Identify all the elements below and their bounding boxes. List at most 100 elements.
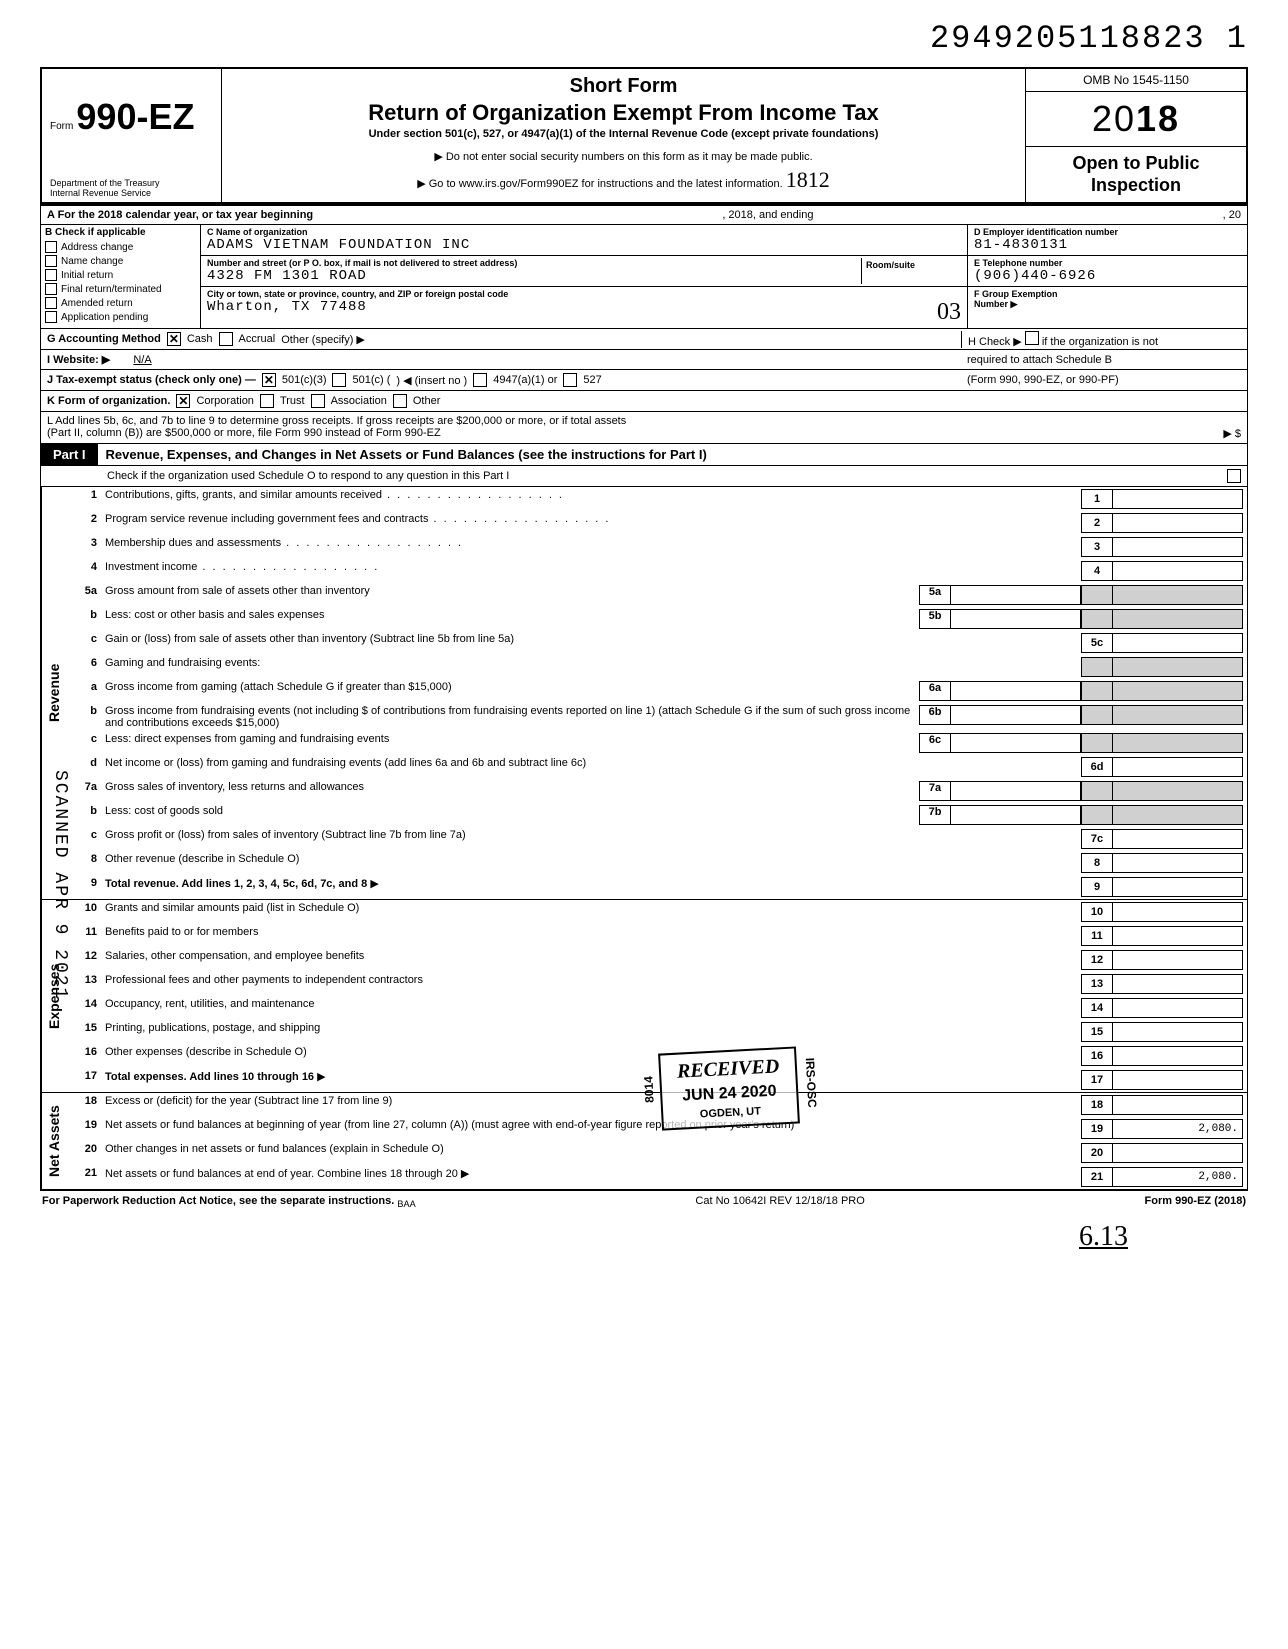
stamp-received: RECEIVED xyxy=(676,1055,779,1083)
chk-cash[interactable]: ✕ xyxy=(167,332,181,346)
received-stamp: RECEIVED JUN 24 2020 OGDEN, UT 8014 IRS-… xyxy=(658,1046,800,1130)
line-19: Net assets or fund balances at beginning… xyxy=(105,1119,1081,1131)
chk-final-return[interactable] xyxy=(45,283,57,295)
inspection: Inspection xyxy=(1091,175,1181,195)
lbl-association: Association xyxy=(331,395,387,407)
phone-label: E Telephone number xyxy=(974,258,1241,268)
part1-title: Revenue, Expenses, and Changes in Net As… xyxy=(98,444,1247,465)
chk-501c[interactable] xyxy=(332,373,346,387)
chk-name-change[interactable] xyxy=(45,255,57,267)
line-7a: Gross sales of inventory, less returns a… xyxy=(105,781,919,793)
footer-cat: Cat No 10642I REV 12/18/18 PRO xyxy=(695,1195,864,1209)
form-prefix: Form xyxy=(50,121,73,132)
chk-corporation[interactable]: ✕ xyxy=(176,394,190,408)
hand-613: 6.13 xyxy=(1079,1221,1128,1253)
form-header: Form 990-EZ Department of the Treasury I… xyxy=(40,67,1248,206)
chk-501c3[interactable]: ✕ xyxy=(262,373,276,387)
line-l-1: L Add lines 5b, 6c, and 7b to line 9 to … xyxy=(47,415,1241,427)
lbl-address-change: Address change xyxy=(61,242,133,253)
ein-label: D Employer identification number xyxy=(974,227,1241,237)
chk-association[interactable] xyxy=(311,394,325,408)
dept-treasury: Department of the Treasury xyxy=(50,178,213,188)
line-7b: Less: cost of goods sold xyxy=(105,805,919,817)
lbl-trust: Trust xyxy=(280,395,305,407)
line-6d: Net income or (loss) from gaming and fun… xyxy=(105,757,1081,769)
part1-label: Part I xyxy=(41,444,98,465)
line-6c: Less: direct expenses from gaming and fu… xyxy=(105,733,919,745)
chk-schedule-b[interactable] xyxy=(1025,331,1039,345)
line-a: A For the 2018 calendar year, or tax yea… xyxy=(40,206,1248,225)
line-14: Occupancy, rent, utilities, and maintena… xyxy=(105,998,1081,1010)
chk-accrual[interactable] xyxy=(219,332,233,346)
line-20: Other changes in net assets or fund bala… xyxy=(105,1143,1081,1155)
stamp-side2: IRS-OSC xyxy=(803,1057,820,1108)
lbl-other-org: Other xyxy=(413,395,441,407)
dept-irs: Internal Revenue Service xyxy=(50,188,213,198)
phone-value: (906)440-6926 xyxy=(974,268,1241,284)
part1-check-text: Check if the organization used Schedule … xyxy=(47,470,509,482)
footer-right: Form 990-EZ (2018) xyxy=(1145,1195,1246,1207)
chk-application-pending[interactable] xyxy=(45,311,57,323)
lbl-501c3: 501(c)(3) xyxy=(282,374,327,386)
chk-initial-return[interactable] xyxy=(45,269,57,281)
form-of-org-label: K Form of organization. xyxy=(47,395,170,407)
chk-amended-return[interactable] xyxy=(45,297,57,309)
stamp-side1: 8014 xyxy=(641,1076,656,1103)
lbl-527: 527 xyxy=(583,374,601,386)
line-11: Benefits paid to or for members xyxy=(105,926,1081,938)
title-short-form: Short Form xyxy=(232,75,1015,98)
title-return: Return of Organization Exempt From Incom… xyxy=(232,100,1015,126)
line-5c: Gain or (loss) from sale of assets other… xyxy=(105,633,1081,645)
line-5a: Gross amount from sale of assets other t… xyxy=(105,585,919,597)
line-9: Total revenue. Add lines 1, 2, 3, 4, 5c,… xyxy=(105,878,367,890)
website-value: N/A xyxy=(133,354,151,366)
note-web: ▶ Go to www.irs.gov/Form990EZ for instru… xyxy=(417,178,783,190)
col-b-header: B Check if applicable xyxy=(41,225,200,240)
line-21: Net assets or fund balances at end of ye… xyxy=(105,1168,458,1180)
line-1: Contributions, gifts, grants, and simila… xyxy=(105,489,1081,501)
line-6b-pre: Gross income from fundraising events (no… xyxy=(105,705,368,717)
subtitle: Under section 501(c), 527, or 4947(a)(1)… xyxy=(232,128,1015,140)
stamp-location: OGDEN, UT xyxy=(679,1104,782,1121)
section-net-assets: Net Assets xyxy=(41,1093,71,1189)
group-exempt-number: Number ▶ xyxy=(974,299,1017,309)
lbl-corporation: Corporation xyxy=(196,395,253,407)
line-15: Printing, publications, postage, and shi… xyxy=(105,1022,1081,1034)
line-18: Excess or (deficit) for the year (Subtra… xyxy=(105,1095,1081,1107)
open-public: Open to Public xyxy=(1072,153,1199,173)
year-suffix: 18 xyxy=(1136,98,1180,139)
lbl-final-return: Final return/terminated xyxy=(61,284,162,295)
line-6a: Gross income from gaming (attach Schedul… xyxy=(105,681,919,693)
chk-4947[interactable] xyxy=(473,373,487,387)
chk-other-org[interactable] xyxy=(393,394,407,408)
lbl-amended-return: Amended return xyxy=(61,298,133,309)
org-name-label: C Name of organization xyxy=(207,227,961,237)
line-10: Grants and similar amounts paid (list in… xyxy=(105,902,1081,914)
value-21: 2,080. xyxy=(1113,1167,1243,1187)
note-ssn: ▶ Do not enter social security numbers o… xyxy=(232,150,1015,163)
chk-schedule-o[interactable] xyxy=(1227,469,1241,483)
chk-address-change[interactable] xyxy=(45,241,57,253)
lbl-name-change: Name change xyxy=(61,256,123,267)
lbl-accrual: Accrual xyxy=(239,333,276,345)
value-19: 2,080. xyxy=(1113,1119,1243,1139)
chk-trust[interactable] xyxy=(260,394,274,408)
city-label: City or town, state or province, country… xyxy=(207,289,961,299)
line-h-1: H Check ▶ xyxy=(968,336,1022,348)
ein-value: 81-4830131 xyxy=(974,237,1241,253)
chk-527[interactable] xyxy=(563,373,577,387)
line-2: Program service revenue including govern… xyxy=(105,513,1081,525)
line-a-end: , 20 xyxy=(1223,209,1241,221)
lbl-cash: Cash xyxy=(187,333,213,345)
org-name-value: ADAMS VIETNAM FOUNDATION INC xyxy=(207,237,961,253)
stamp-date: JUN 24 2020 xyxy=(678,1082,781,1105)
line-a-mid: , 2018, and ending xyxy=(722,209,813,221)
line-17: Total expenses. Add lines 10 through 16 xyxy=(105,1071,314,1083)
line-h-3: required to attach Schedule B xyxy=(967,354,1112,366)
lbl-4947: 4947(a)(1) or xyxy=(493,374,557,386)
column-b: B Check if applicable Address change Nam… xyxy=(41,225,201,328)
line-7c: Gross profit or (loss) from sales of inv… xyxy=(105,829,1081,841)
tax-exempt-label: J Tax-exempt status (check only one) — xyxy=(47,374,256,386)
line-l-2: (Part II, column (B)) are $500,000 or mo… xyxy=(47,427,441,440)
website-label: I Website: ▶ xyxy=(47,354,110,366)
